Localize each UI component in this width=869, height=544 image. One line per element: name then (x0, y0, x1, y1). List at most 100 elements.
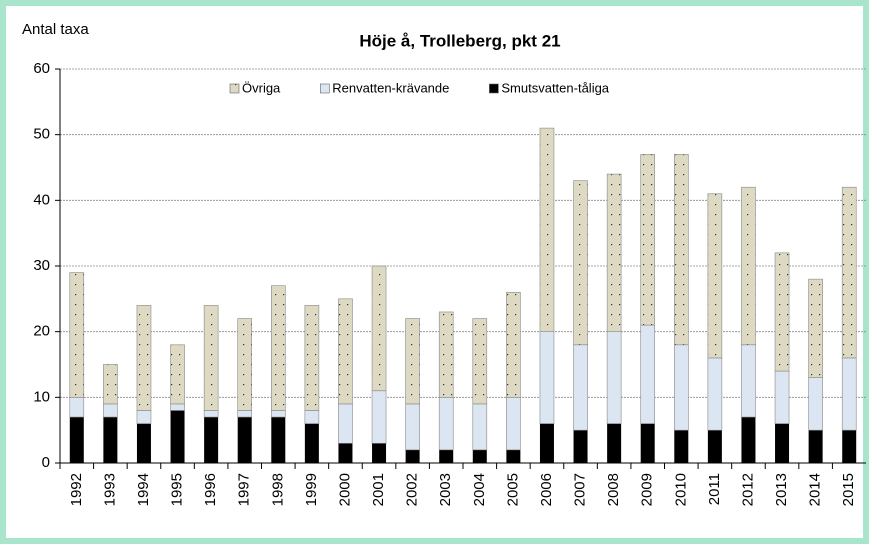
bar-segment (808, 377, 823, 431)
bar-segment (506, 397, 521, 451)
bar-segment (841, 186, 857, 359)
bar-segment (573, 430, 588, 463)
bar-segment (472, 449, 487, 463)
bar-segment (472, 318, 488, 405)
bar-segment (673, 344, 689, 431)
bar-segment (539, 127, 555, 332)
legend-swatch (489, 83, 499, 94)
bar-segment (808, 430, 823, 463)
bar-segment (707, 357, 723, 431)
bar-segment (438, 397, 454, 451)
bar-segment (170, 410, 185, 463)
x-tick-label: 2013 (773, 473, 790, 506)
y-tick-label: 30 (33, 257, 50, 274)
bar-segment (405, 318, 420, 405)
bar-segment (372, 443, 387, 463)
bar-segment (338, 443, 353, 463)
bar-segment (304, 410, 320, 424)
x-tick-label: 2007 (572, 473, 589, 506)
y-tick-label: 60 (33, 60, 50, 77)
bar-segment (304, 423, 319, 463)
bar-segment (506, 291, 521, 398)
bar-segment (707, 193, 723, 359)
bar-segment (506, 449, 521, 463)
bar-segment (237, 410, 253, 418)
bar-segment (304, 305, 320, 411)
bar-segment (103, 403, 118, 418)
bar-segment (69, 397, 85, 418)
bar-segment (573, 180, 588, 346)
x-tick-label: 2008 (605, 473, 622, 506)
bar-segment (573, 344, 588, 431)
bar-segment (841, 357, 857, 431)
bar-segment (842, 430, 857, 463)
x-tick-label: 2015 (840, 473, 857, 506)
x-tick-label: 1992 (68, 473, 85, 506)
bar-segment (607, 423, 622, 463)
x-tick-label: 2014 (807, 473, 824, 506)
bar-segment (338, 298, 353, 405)
bar-segment (237, 417, 252, 463)
legend-swatch (319, 83, 330, 94)
bar-segment (707, 430, 722, 463)
legend-label: Övriga (242, 80, 281, 95)
x-tick-label: 2006 (538, 473, 555, 506)
bar-segment (539, 423, 554, 463)
x-tick-label: 2000 (336, 473, 353, 506)
bar-segment (69, 272, 85, 398)
bar-segment (136, 410, 152, 424)
bar-segment (640, 423, 655, 463)
bar-segment (539, 331, 555, 424)
bar-segment (170, 403, 185, 411)
y-axis-title: Antal taxa (22, 21, 89, 38)
x-tick-label: 1998 (269, 473, 286, 506)
bar-segment (203, 410, 219, 418)
y-tick-label: 50 (33, 126, 50, 143)
bar-segment (338, 403, 353, 444)
x-tick-label: 2003 (437, 473, 454, 506)
bar-segment (103, 417, 118, 463)
x-tick-label: 1999 (303, 473, 320, 506)
bar-segment (674, 430, 689, 463)
bar-segment (170, 344, 185, 405)
bar-segment (439, 449, 454, 463)
bar-segment (606, 173, 622, 332)
x-tick-label: 2005 (504, 473, 521, 506)
bar-segment (472, 403, 488, 451)
bar-segment (640, 324, 656, 424)
bar-segment (136, 423, 151, 463)
bar-segment (371, 390, 387, 444)
bar-segment (371, 265, 387, 392)
bar-segment (775, 423, 790, 463)
bar-segment (69, 417, 84, 463)
bar-segment (136, 305, 152, 411)
bar-segment (808, 278, 823, 378)
legend-label: Renvatten-krävande (332, 80, 449, 95)
legend-swatch (229, 83, 240, 94)
x-tick-label: 1996 (202, 473, 219, 506)
bar-segment (237, 318, 253, 411)
legend-bg (205, 78, 675, 100)
bar-segment (673, 154, 689, 346)
bar-segment (606, 331, 622, 424)
bar-segment (774, 252, 790, 372)
x-tick-label: 1994 (135, 473, 152, 506)
y-tick-label: 10 (33, 388, 50, 405)
bar-segment (405, 449, 420, 463)
bar-segment (103, 364, 118, 405)
bar-segment (741, 417, 756, 463)
bar-segment (270, 410, 286, 418)
x-tick-label: 2009 (639, 473, 656, 506)
bar-segment (774, 370, 790, 424)
bar-segment (204, 417, 219, 463)
y-tick-label: 0 (42, 454, 50, 471)
x-tick-label: 1993 (101, 473, 118, 506)
legend-label: Smutsvatten-tåliga (501, 80, 609, 95)
y-tick-label: 40 (33, 191, 50, 208)
x-tick-label: 2011 (706, 473, 723, 505)
bar-segment (270, 285, 286, 411)
x-tick-label: 1995 (169, 473, 186, 506)
bar-segment (271, 417, 286, 463)
